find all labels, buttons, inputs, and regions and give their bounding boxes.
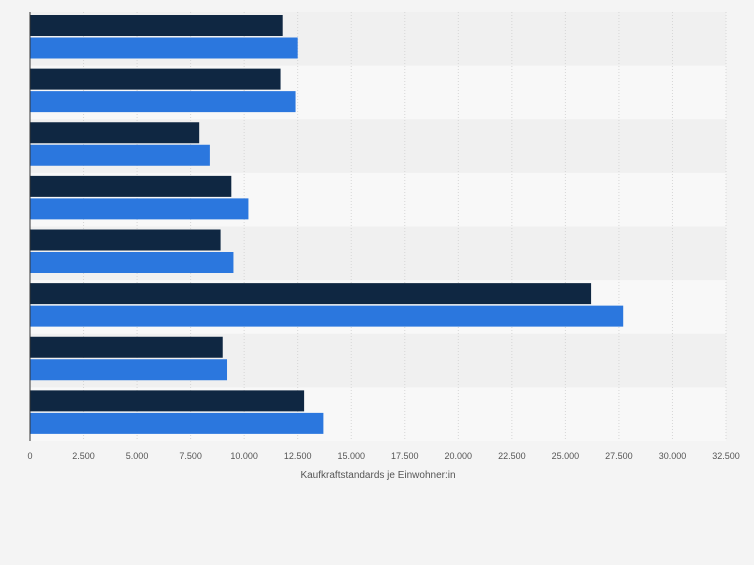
bar[interactable] [30, 229, 221, 251]
x-tick-label: 5.000 [126, 451, 149, 461]
bar[interactable] [30, 15, 283, 36]
x-tick-label: 15.000 [337, 451, 365, 461]
x-tick-label: 12.500 [284, 451, 312, 461]
bar[interactable] [30, 283, 592, 305]
bar[interactable] [30, 37, 298, 59]
x-axis-label: Kaufkraftstandards je Einwohner:in [300, 470, 455, 481]
bar[interactable] [30, 122, 200, 144]
bars [30, 15, 624, 434]
bar[interactable] [30, 252, 234, 273]
x-tick-label: 25.000 [552, 451, 580, 461]
bar[interactable] [30, 144, 210, 166]
x-tick-label: 7.500 [179, 451, 202, 461]
bar[interactable] [30, 359, 228, 381]
x-tick-label: 22.500 [498, 451, 526, 461]
bar[interactable] [30, 198, 249, 220]
x-tick-label: 27.500 [605, 451, 633, 461]
bar[interactable] [30, 91, 296, 113]
x-tick-label: 30.000 [659, 451, 687, 461]
bar[interactable] [30, 305, 624, 327]
bar[interactable] [30, 412, 324, 434]
x-tick-label: 0 [27, 451, 32, 461]
x-tick-label: 32.500 [712, 451, 740, 461]
bar[interactable] [30, 336, 223, 358]
x-tick-label: 20.000 [445, 451, 473, 461]
x-tick-label: 2.500 [72, 451, 95, 461]
bar[interactable] [30, 390, 305, 412]
x-tick-label: 10.000 [230, 451, 258, 461]
x-tick-labels: 0 2.500 5.000 7.500 10.000 12.500 15.000 17.500… [27, 451, 739, 461]
x-tick-label: 17.500 [391, 451, 419, 461]
bar[interactable] [30, 175, 232, 197]
bar[interactable] [30, 68, 281, 90]
